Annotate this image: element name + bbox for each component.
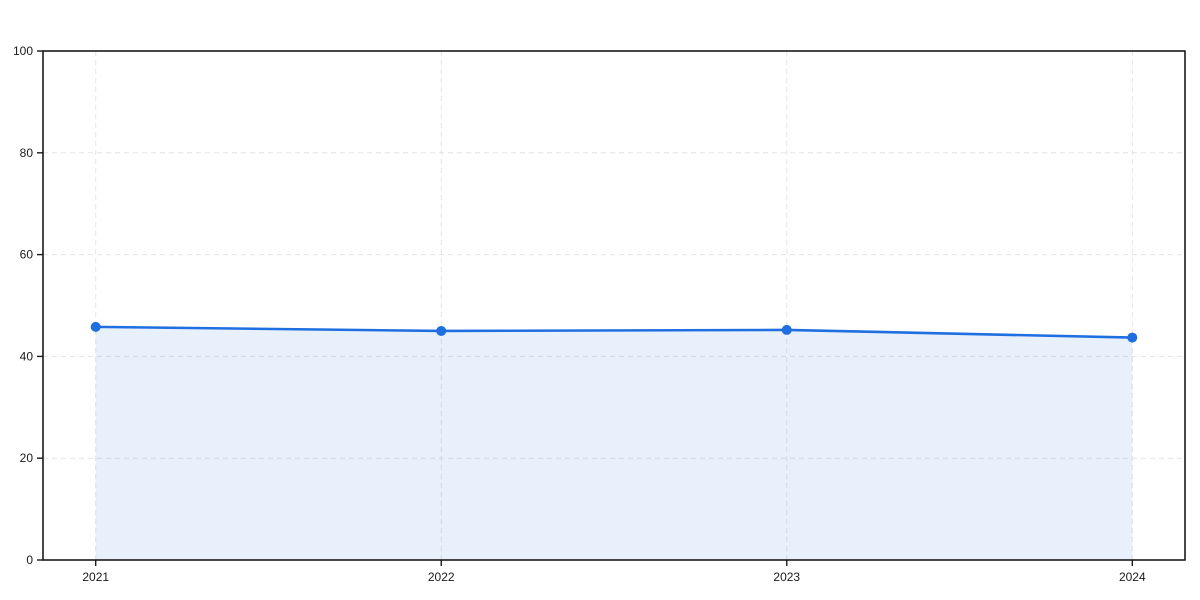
x-tick-label: 2021 (82, 570, 109, 584)
x-tick-label: 2024 (1119, 570, 1146, 584)
y-tick-label: 100 (13, 44, 33, 58)
y-tick-label: 0 (26, 553, 33, 567)
data-point (1127, 332, 1138, 343)
y-tick-label: 20 (20, 451, 34, 465)
trend-line (94, 325, 1134, 339)
x-tick-label: 2023 (773, 570, 800, 584)
y-tick-label: 40 (20, 349, 34, 363)
area-fill (95, 326, 1133, 560)
x-tick-label: 2022 (428, 570, 455, 584)
plot-frame (42, 50, 1186, 561)
data-point (436, 325, 447, 336)
y-tick-label: 80 (20, 146, 34, 160)
y-tick-label: 60 (20, 248, 34, 262)
data-point (90, 321, 101, 332)
data-point (781, 324, 792, 335)
